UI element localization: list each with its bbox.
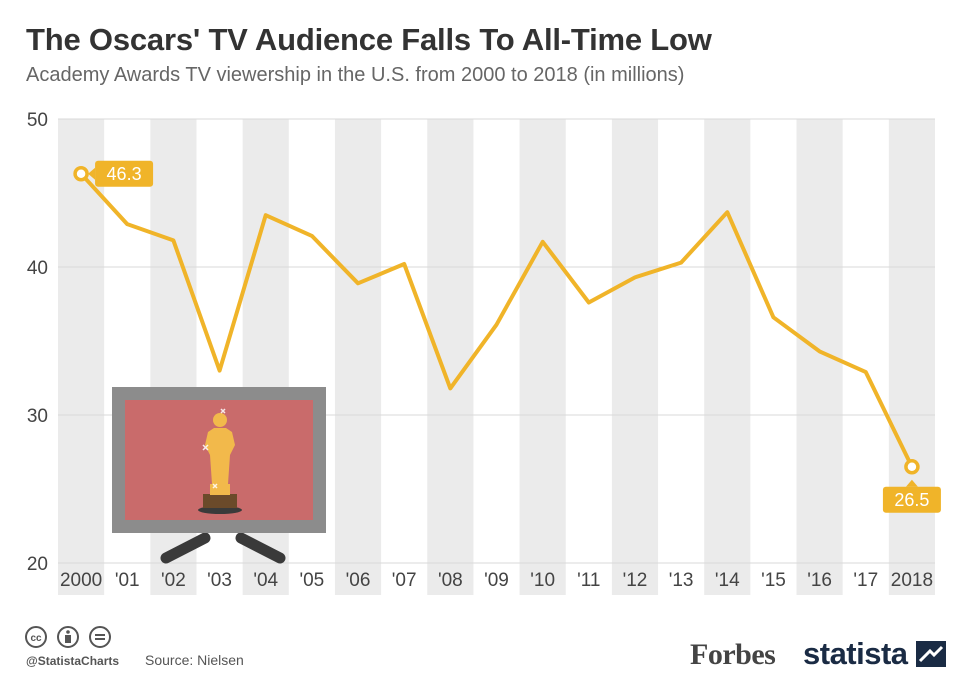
x-tick-label: '17 <box>853 570 878 591</box>
data-label-pointer <box>905 479 918 487</box>
x-tick-label: '16 <box>807 570 832 591</box>
statista-logo-text: statista <box>803 636 908 671</box>
x-tick-label: '09 <box>484 570 509 591</box>
x-tick-label: '10 <box>530 570 555 591</box>
data-label: 46.3 <box>107 164 142 184</box>
chart-title: The Oscars' TV Audience Falls To All-Tim… <box>26 22 712 57</box>
column-band <box>58 119 105 595</box>
column-band <box>334 119 382 595</box>
tv-stand <box>160 532 286 564</box>
attribution-icon <box>57 626 79 648</box>
data-label: 26.5 <box>894 490 929 510</box>
x-tick-label: '03 <box>207 570 232 591</box>
x-tick-label: '15 <box>761 570 786 591</box>
chart-subtitle: Academy Awards TV viewership in the U.S.… <box>26 64 685 86</box>
series-line <box>79 171 914 469</box>
data-label-box <box>95 160 154 187</box>
forbes-logo: Forbes <box>690 638 776 671</box>
creative-commons-icon: cc <box>25 626 47 648</box>
grid-lines <box>58 118 935 564</box>
y-tick-label: 50 <box>27 110 48 131</box>
x-tick-label: '12 <box>623 570 648 591</box>
svg-text:cc: cc <box>30 633 42 644</box>
column-band <box>427 119 474 595</box>
data-label-pointer <box>88 167 96 180</box>
x-tick-label: '01 <box>115 570 140 591</box>
oscar-statuette-icon <box>198 408 242 514</box>
y-tick-label: 20 <box>27 554 48 575</box>
x-tick-label: '07 <box>392 570 417 591</box>
data-point-marker <box>904 459 920 475</box>
data-label-box <box>882 486 941 513</box>
x-tick-label: '06 <box>346 570 371 591</box>
license-icons: cc <box>25 626 111 648</box>
x-tick-label: '13 <box>669 570 694 591</box>
column-band <box>519 119 566 595</box>
column-band <box>704 119 751 595</box>
x-tick-label: 2000 <box>60 570 102 591</box>
x-tick-label: '08 <box>438 570 463 591</box>
y-tick-label: 30 <box>27 406 48 427</box>
x-tick-label: 2018 <box>891 570 933 591</box>
y-tick-label: 40 <box>27 258 48 279</box>
x-tick-label: '14 <box>715 570 740 591</box>
data-point-marker <box>73 166 89 182</box>
x-tick-label: '05 <box>299 570 324 591</box>
x-tick-label: '11 <box>577 570 600 591</box>
column-band <box>611 119 659 595</box>
x-tick-label: '02 <box>161 570 186 591</box>
y-axis-ticks: 20 30 40 50 <box>27 110 48 575</box>
statista-handle: @StatistaCharts <box>26 654 120 668</box>
statista-brand: statista <box>803 636 946 672</box>
data-labels: 46.3 26.5 <box>73 160 941 513</box>
no-derivatives-icon <box>89 626 111 648</box>
x-axis-ticks: 2000 '01 '02 '03 '04 '05 '06 '07 '08 '09 '10 '11 '12… <box>60 570 933 591</box>
column-band <box>888 119 935 595</box>
statista-logo-icon <box>916 641 946 667</box>
tv-oscar-illustration <box>112 387 326 564</box>
x-tick-label: '04 <box>253 570 278 591</box>
source-note: Source: Nielsen <box>145 652 244 668</box>
